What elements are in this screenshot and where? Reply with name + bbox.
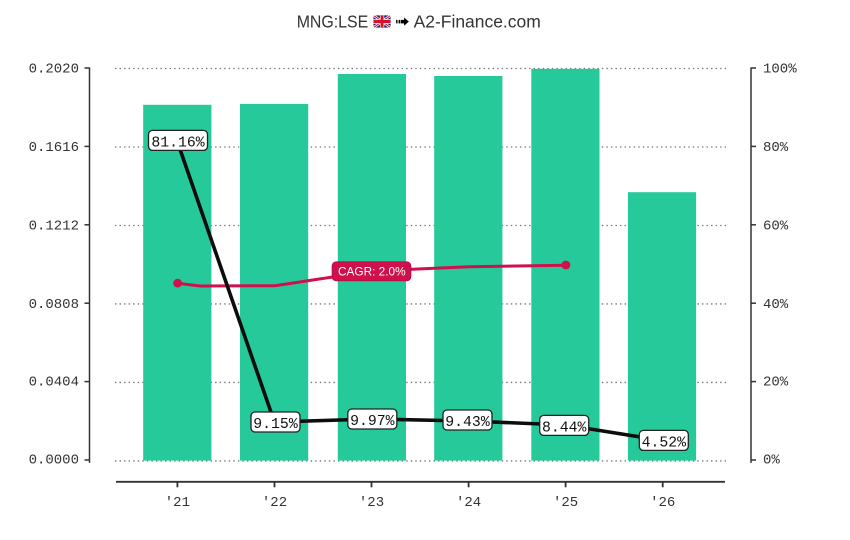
svg-text:'23: '23 (359, 495, 384, 511)
svg-text:9.43%: 9.43% (445, 415, 490, 431)
svg-text:100%: 100% (763, 62, 797, 78)
svg-text:0.1616: 0.1616 (29, 140, 79, 156)
svg-text:'21: '21 (165, 495, 190, 511)
svg-text:A2-Finance.com: A2-Finance.com (414, 12, 541, 32)
svg-text:60%: 60% (763, 218, 789, 234)
svg-text:0.0404: 0.0404 (29, 375, 79, 391)
svg-text:'22: '22 (262, 495, 287, 511)
svg-text:0.2020: 0.2020 (29, 62, 79, 78)
svg-text:9.97%: 9.97% (350, 414, 395, 430)
svg-text:40%: 40% (763, 297, 789, 313)
svg-text:'24: '24 (456, 495, 481, 511)
svg-text:9.15%: 9.15% (253, 417, 298, 433)
svg-text:8.44%: 8.44% (542, 420, 587, 436)
svg-text:4.52%: 4.52% (642, 435, 687, 451)
svg-text:'25: '25 (553, 495, 578, 511)
svg-text:81.16%: 81.16% (151, 135, 204, 151)
svg-text:CAGR: 2.0%: CAGR: 2.0% (338, 265, 406, 279)
svg-text:0%: 0% (763, 452, 780, 468)
svg-text:0.0808: 0.0808 (29, 297, 79, 313)
svg-text:MNG:LSE: MNG:LSE (297, 12, 369, 32)
svg-text:'26: '26 (650, 495, 675, 511)
svg-text:20%: 20% (763, 375, 789, 391)
svg-text:0.0000: 0.0000 (29, 452, 79, 468)
svg-text:80%: 80% (763, 140, 789, 156)
svg-text:0.1212: 0.1212 (29, 218, 79, 234)
